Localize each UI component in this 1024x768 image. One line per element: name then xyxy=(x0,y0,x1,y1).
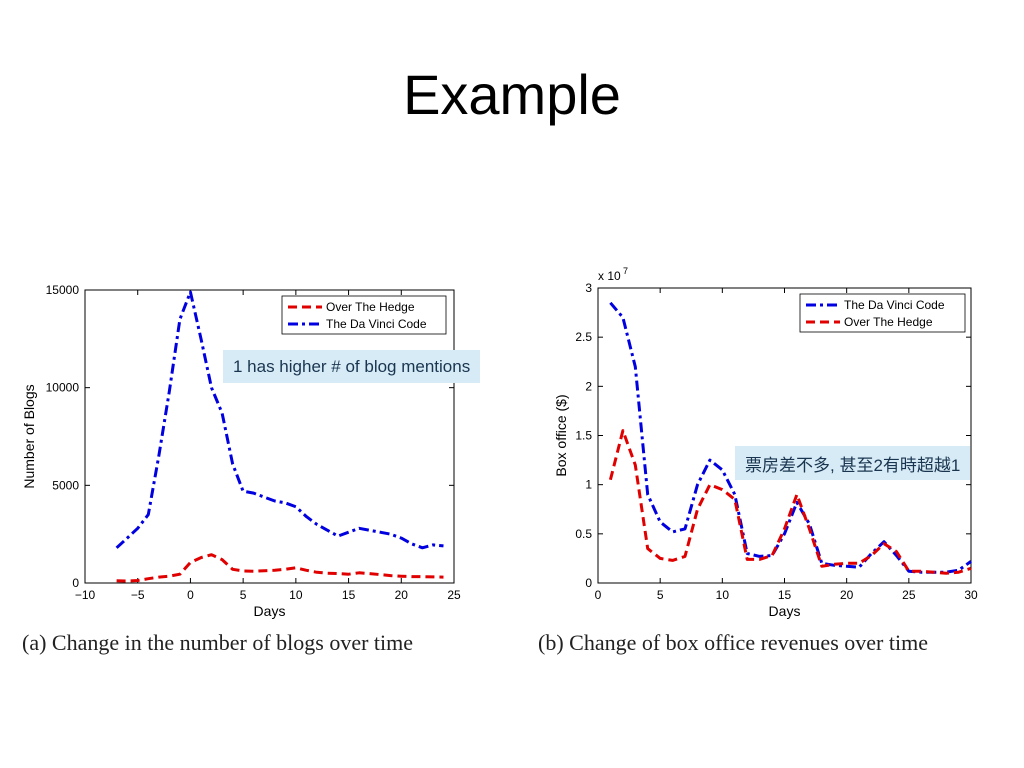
y-tick-label: 1 xyxy=(585,478,592,492)
caption-box-office: (b) Change of box office revenues over t… xyxy=(538,630,928,655)
x-tick-label: 25 xyxy=(447,588,461,602)
x-tick-label: 10 xyxy=(716,588,730,602)
chart-legend: The Da Vinci Code Over The Hedge xyxy=(799,293,966,333)
x-tick-label: 10 xyxy=(289,588,303,602)
y-tick-label: 3 xyxy=(585,281,592,295)
y-tick-label: 5000 xyxy=(52,478,79,492)
plot-area xyxy=(84,289,455,584)
series-line-the-da-vinci-code xyxy=(115,290,444,550)
x-tick-label: 25 xyxy=(902,588,916,602)
x-tick-label: −5 xyxy=(131,588,145,602)
x-tick-label: 20 xyxy=(840,588,854,602)
legend-box xyxy=(799,293,966,333)
legend-label: Over The Hedge xyxy=(844,315,933,329)
legend-label: Over The Hedge xyxy=(326,300,415,314)
y-tick-label: 2.5 xyxy=(575,330,592,344)
callout-box-office-note: 票房差不多, 甚至2有時超越1 xyxy=(735,446,971,480)
x-axis-label: Days xyxy=(254,603,286,619)
chart-panel-blogs: −10 −5 0 5 10 15 20 25 0 5000 10000 15000 Days Number… xyxy=(0,270,520,630)
y-axis-label: Number of Blogs xyxy=(21,384,37,488)
series-line-over-the-hedge xyxy=(116,553,444,583)
x-tick-label: 20 xyxy=(395,588,409,602)
chart-legend: Over The Hedge The Da Vinci Code xyxy=(281,295,447,335)
x-tick-label: 5 xyxy=(240,588,247,602)
series-line-over-the-hedge xyxy=(608,429,972,575)
x-axis-label: Days xyxy=(769,603,801,619)
x-tick-label: 0 xyxy=(187,588,194,602)
slide-title: Example xyxy=(403,63,621,126)
y-multiplier-exponent: 7 xyxy=(623,266,628,276)
y-tick-label: 10000 xyxy=(46,381,80,395)
x-tick-label: 15 xyxy=(342,588,356,602)
y-tick-label: 15000 xyxy=(46,283,80,297)
y-tick-label: 1.5 xyxy=(575,429,592,443)
legend-label: The Da Vinci Code xyxy=(844,298,945,312)
y-tick-label: 0 xyxy=(72,576,79,590)
x-tick-label: 0 xyxy=(595,588,602,602)
y-tick-label: 0 xyxy=(585,576,592,590)
series-line-the-da-vinci-code xyxy=(609,301,972,574)
legend-label: The Da Vinci Code xyxy=(326,317,427,331)
x-tick-label: 30 xyxy=(964,588,978,602)
chart-panel-box-office: 0 5 10 15 20 25 30 0 0.5 1 1.5 2 2.5 3 Days Box office … xyxy=(530,262,1024,630)
x-tick-label: 5 xyxy=(657,588,664,602)
box-office-line-chart: 0 5 10 15 20 25 30 0 0.5 1 1.5 2 2.5 3 Days Box office … xyxy=(553,266,978,619)
callout-blog-mentions: 1 has higher # of blog mentions xyxy=(223,350,481,383)
legend-box xyxy=(281,295,447,335)
y-tick-label: 2 xyxy=(585,379,592,393)
y-tick-label: 0.5 xyxy=(575,527,592,541)
x-tick-label: −10 xyxy=(75,588,96,602)
caption-blogs: (a) Change in the number of blogs over t… xyxy=(22,630,414,655)
y-axis-label: Box office ($) xyxy=(553,394,569,476)
blogs-line-chart: −10 −5 0 5 10 15 20 25 0 5000 10000 15000 Days Number… xyxy=(21,283,461,619)
x-tick-label: 15 xyxy=(778,588,792,602)
y-multiplier-label: x 10 xyxy=(598,269,621,283)
